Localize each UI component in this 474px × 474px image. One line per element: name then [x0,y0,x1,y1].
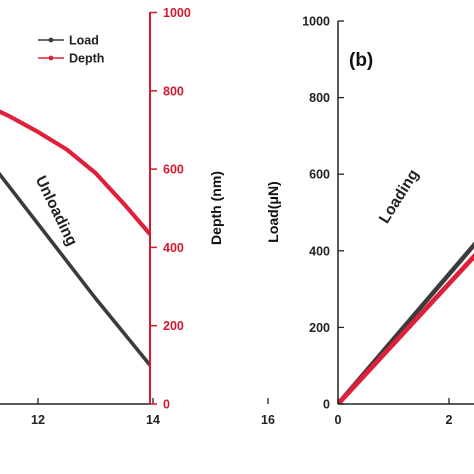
x-tick-label: 14 [146,413,160,427]
series-depth-tail-point [201,359,205,363]
series-depth-tail-point [203,390,207,394]
annotation-loading: Loading [376,167,422,227]
panel-b-series-load-line [338,241,474,404]
series-load-line [0,171,150,368]
panel-a-right-axis-title: Depth (nm) [208,171,224,245]
legend-depth-marker [48,55,54,61]
legend-depth-label: Depth [69,52,104,66]
panel-a-legend: Load Depth [38,34,104,66]
panel-b-y-tick-label: 800 [309,91,330,105]
right-tick-label: 600 [163,163,184,177]
series-depth-tail-point [204,394,208,398]
series-depth-line [0,109,150,238]
panel-b-x-tick-label: 2 [446,413,453,427]
panel-b-y-tick-label: 1000 [302,15,330,29]
right-tick-label: 800 [163,84,184,98]
x-tick-label: 16 [261,413,275,427]
series-depth-tail-point [202,365,206,369]
panel-b-series-depth-line [338,253,474,404]
panel-b-y-tick-label: 600 [309,168,330,182]
right-tick-label: 200 [163,319,184,333]
series-depth-tail-point [200,351,204,355]
series-depth-tail-point [202,371,206,375]
series-depth-tail-point [203,382,207,386]
panel-b-plot-area [338,241,474,404]
panel-a-right-ticks: 0 200 400 600 800 1000 [150,6,191,412]
right-tick-label: 0 [163,398,170,412]
panel-b-y-ticks: 0 200 400 600 800 1000 [302,15,344,412]
series-depth-tail-point [203,386,207,390]
x-tick-label: 12 [31,413,45,427]
legend-load-label: Load [69,34,99,48]
annotation-unloading: Unloading [32,173,80,249]
panel-b-y-tick-label: 200 [309,321,330,335]
panel-b-y-tick-label: 400 [309,244,330,258]
panel-b-x-tick-label: 0 [335,413,342,427]
legend-load-marker [48,37,54,43]
panel-a-plot-area [0,109,208,398]
panel-b-x-ticks: 024 [335,398,453,427]
panel-a: 12 14 16 0 200 400 600 800 1000 Load Depth Unlo… [0,6,275,427]
series-depth-tail-point [200,343,204,347]
panel-a-x-ticks: 12 14 16 [31,398,275,427]
right-tick-label: 400 [163,241,184,255]
panel-b-y-tick-label: 0 [323,398,330,412]
series-depth-tail-point [203,377,207,381]
panel-b-y-axis-title: Load(μN) [265,181,281,242]
panel-b-label: (b) [349,50,373,71]
right-tick-label: 1000 [163,6,191,20]
